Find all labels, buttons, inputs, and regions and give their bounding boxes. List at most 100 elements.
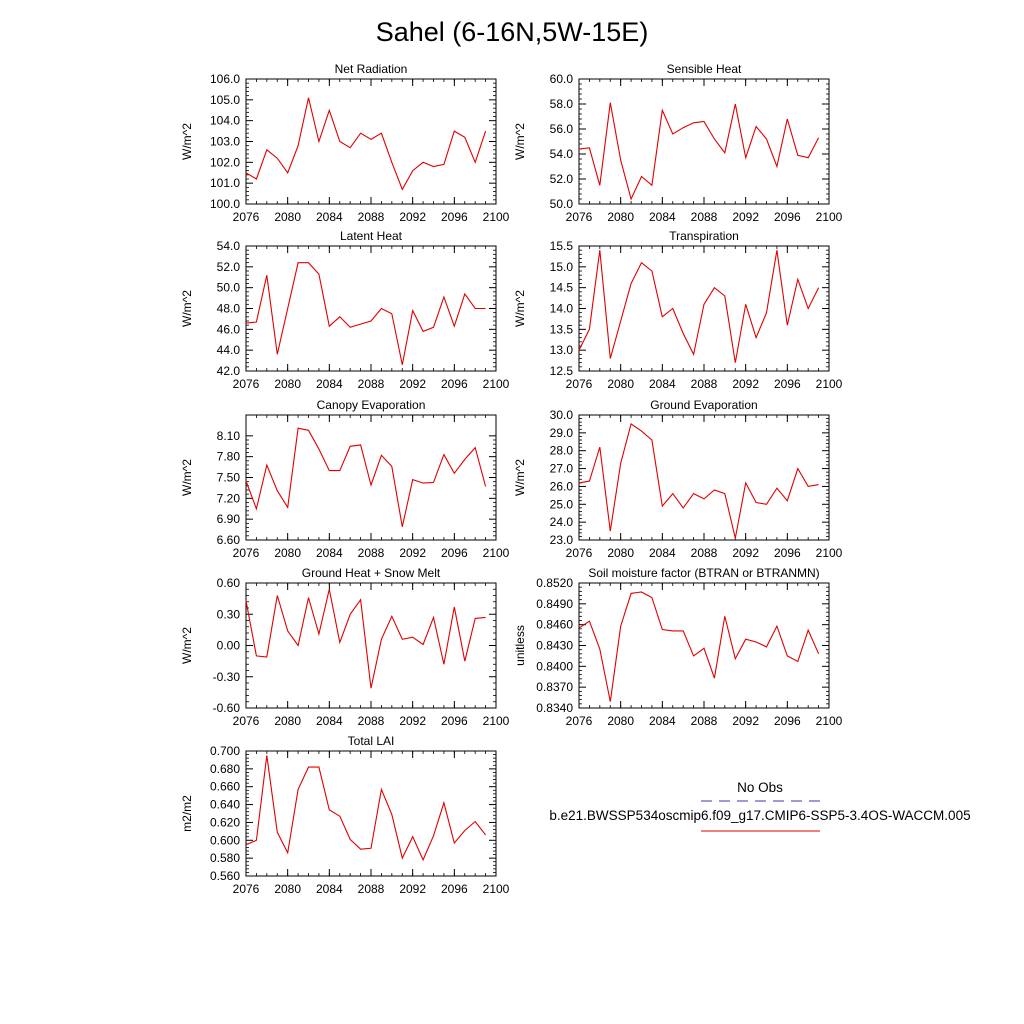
data-point — [245, 480, 247, 482]
data-point — [287, 630, 289, 632]
y-tick-label: 58.0 — [550, 97, 574, 111]
data-point — [391, 465, 393, 467]
x-tick-label: 2088 — [691, 377, 718, 391]
x-tick-label: 2088 — [691, 714, 718, 728]
x-tick-label: 2100 — [483, 546, 510, 560]
data-point — [672, 492, 674, 494]
y-tick-label: 48.0 — [217, 302, 241, 316]
y-tick-label: 100.0 — [210, 197, 240, 211]
data-point — [297, 644, 299, 646]
x-tick-label: 2096 — [774, 546, 801, 560]
data-point — [765, 138, 767, 140]
y-tick-label: 102.0 — [210, 155, 240, 169]
data-point — [266, 656, 268, 658]
data-point — [412, 478, 414, 480]
panel: Sensible Heat 2076 2080 2084 2088 2092 2096 210… — [513, 62, 843, 224]
data-point — [370, 847, 372, 849]
data-point — [786, 500, 788, 502]
data-point — [401, 188, 403, 190]
panel: Soil moisture factor (BTRAN or BTRANMN) 2… — [513, 566, 843, 728]
data-point — [307, 97, 309, 99]
x-tick-label: 2080 — [607, 714, 634, 728]
data-point — [422, 643, 424, 645]
data-point — [713, 489, 715, 491]
data-point — [276, 490, 278, 492]
y-tick-label: 24.0 — [550, 515, 574, 529]
data-point — [401, 526, 403, 528]
x-tick-label: 2084 — [649, 714, 676, 728]
y-tick-label: 0.660 — [210, 780, 240, 794]
data-point — [412, 170, 414, 172]
data-point — [276, 353, 278, 355]
data-point — [745, 157, 747, 159]
y-tick-label: 101.0 — [210, 176, 240, 190]
x-tick-label: 2100 — [483, 377, 510, 391]
y-tick-label: 29.0 — [550, 426, 574, 440]
data-point — [484, 307, 486, 309]
legend-model-label: b.e21.BWSSP534oscmip6.f09_g17.CMIP6-SSP5… — [549, 808, 970, 823]
panel-title: Ground Heat + Snow Melt — [302, 566, 441, 580]
data-point — [797, 154, 799, 156]
data-point — [578, 627, 580, 629]
y-tick-label: 105.0 — [210, 93, 240, 107]
data-point — [599, 648, 601, 650]
data-point — [682, 127, 684, 129]
data-point — [474, 617, 476, 619]
x-tick-label: 2092 — [399, 377, 426, 391]
data-point — [443, 802, 445, 804]
data-point — [245, 600, 247, 602]
series-line — [245, 97, 487, 191]
data-point — [692, 492, 694, 494]
panel-title: Sensible Heat — [667, 62, 742, 76]
data-point — [640, 430, 642, 432]
y-axis-label: W/m^2 — [180, 123, 194, 160]
data-point — [817, 483, 819, 485]
panel: Ground Evaporation 2076 2080 2084 2088 2092 20… — [513, 398, 843, 560]
data-point — [755, 501, 757, 503]
x-tick-label: 2080 — [274, 210, 301, 224]
series-line — [245, 589, 486, 689]
data-point — [776, 249, 778, 251]
x-tick-label: 2088 — [358, 210, 385, 224]
data-point — [464, 136, 466, 138]
data-point — [703, 498, 705, 500]
x-tick-label: 2088 — [358, 714, 385, 728]
y-tick-label: 0.600 — [210, 833, 240, 847]
data-point — [370, 320, 372, 322]
data-point — [318, 273, 320, 275]
data-point — [297, 427, 299, 429]
data-point — [307, 596, 309, 598]
data-point — [422, 330, 424, 332]
y-tick-label: 27.0 — [550, 462, 574, 476]
data-point — [359, 599, 361, 601]
data-point — [339, 140, 341, 142]
data-point — [703, 647, 705, 649]
data-point — [297, 145, 299, 147]
data-point — [630, 282, 632, 284]
data-point — [245, 844, 247, 846]
data-point — [453, 325, 455, 327]
data-point — [453, 842, 455, 844]
data-point — [609, 701, 611, 703]
data-point — [640, 175, 642, 177]
data-point — [599, 184, 601, 186]
y-tick-label: 7.50 — [217, 471, 241, 485]
x-tick-label: 2080 — [274, 377, 301, 391]
panel: Net Radiation 2076 2080 2084 2088 2092 2096 210… — [180, 62, 510, 224]
x-tick-label: 2100 — [816, 714, 843, 728]
data-point — [724, 152, 726, 154]
y-tick-label: 7.80 — [217, 450, 241, 464]
x-tick-label: 2096 — [774, 377, 801, 391]
panel-title: Net Radiation — [335, 62, 408, 76]
series-line — [245, 427, 487, 527]
data-point — [287, 506, 289, 508]
data-point — [391, 615, 393, 617]
data-point — [765, 646, 767, 648]
x-tick-label: 2092 — [732, 210, 759, 224]
data-point — [797, 467, 799, 469]
panel-title: Latent Heat — [340, 229, 403, 243]
panel: Canopy Evaporation 2076 2080 2084 2088 2092 20… — [180, 398, 510, 560]
data-point — [484, 130, 486, 132]
x-tick-label: 2096 — [441, 377, 468, 391]
data-point — [287, 307, 289, 309]
